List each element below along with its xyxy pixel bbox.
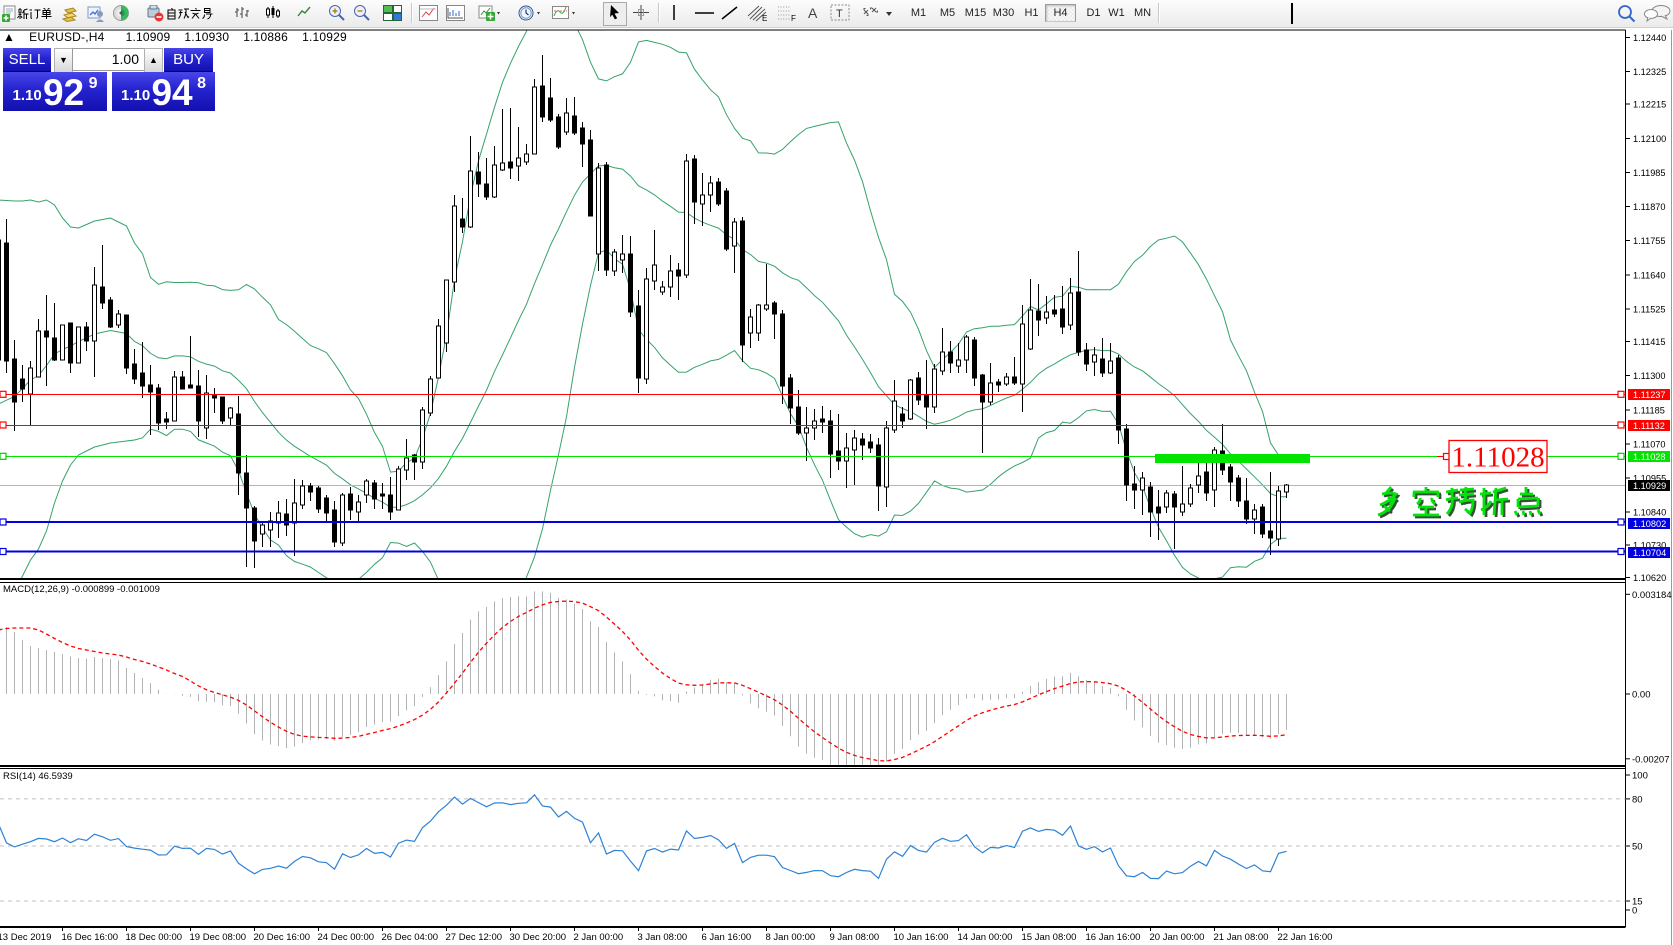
svg-text:1.11070: 1.11070	[1633, 439, 1666, 449]
svg-text:19 Dec 08:00: 19 Dec 08:00	[190, 932, 247, 943]
svg-text:1.11415: 1.11415	[1633, 337, 1666, 347]
svg-text:16 Dec 16:00: 16 Dec 16:00	[62, 932, 119, 943]
svg-text:1.10802: 1.10802	[1633, 519, 1666, 529]
svg-text:1.11985: 1.11985	[1633, 168, 1666, 178]
svg-text:1.11870: 1.11870	[1633, 202, 1666, 212]
svg-text:1.11755: 1.11755	[1633, 236, 1666, 246]
svg-text:13 Dec 2019: 13 Dec 2019	[0, 932, 51, 943]
svg-text:0.00: 0.00	[1632, 690, 1651, 701]
svg-text:16 Jan 16:00: 16 Jan 16:00	[1086, 932, 1141, 943]
svg-text:18 Dec 00:00: 18 Dec 00:00	[126, 932, 183, 943]
svg-text:1.12440: 1.12440	[1633, 33, 1666, 43]
svg-text:T: T	[836, 8, 843, 20]
svg-text:22 Jan 16:00: 22 Jan 16:00	[1278, 932, 1333, 943]
svg-text:10 Jan 16:00: 10 Jan 16:00	[894, 932, 949, 943]
svg-text:15: 15	[1632, 897, 1643, 908]
svg-text:1.10704: 1.10704	[1633, 548, 1666, 558]
svg-text:1.11028: 1.11028	[1451, 442, 1544, 474]
svg-text:20 Dec 16:00: 20 Dec 16:00	[254, 932, 311, 943]
svg-text:1.12100: 1.12100	[1633, 134, 1666, 144]
svg-text:21 Jan 08:00: 21 Jan 08:00	[1214, 932, 1269, 943]
svg-text:1.11237: 1.11237	[1633, 390, 1666, 400]
svg-text:1.10730: 1.10730	[1633, 540, 1666, 550]
svg-text:E: E	[762, 14, 767, 23]
svg-text:RSI(14) 46.5939: RSI(14) 46.5939	[3, 771, 73, 782]
svg-text:2 Jan 00:00: 2 Jan 00:00	[574, 932, 624, 943]
svg-text:26 Dec 04:00: 26 Dec 04:00	[382, 932, 439, 943]
svg-text:14 Jan 00:00: 14 Jan 00:00	[958, 932, 1013, 943]
svg-text:20 Jan 00:00: 20 Jan 00:00	[1150, 932, 1205, 943]
svg-text:MACD(12,26,9) -0.000899 -0.001: MACD(12,26,9) -0.000899 -0.001009	[3, 584, 160, 595]
svg-text:1.10840: 1.10840	[1633, 508, 1666, 518]
svg-text:27 Dec 12:00: 27 Dec 12:00	[446, 932, 503, 943]
svg-text:6 Jan 16:00: 6 Jan 16:00	[702, 932, 752, 943]
svg-text:1.11132: 1.11132	[1633, 421, 1665, 431]
svg-text:3 Jan 08:00: 3 Jan 08:00	[638, 932, 688, 943]
svg-text:1.11640: 1.11640	[1633, 270, 1666, 280]
svg-text:30 Dec 20:00: 30 Dec 20:00	[510, 932, 567, 943]
svg-text:8 Jan 00:00: 8 Jan 00:00	[766, 932, 816, 943]
svg-text:1.12325: 1.12325	[1633, 67, 1666, 77]
svg-text:9 Jan 08:00: 9 Jan 08:00	[830, 932, 880, 943]
svg-text:0: 0	[1632, 906, 1637, 917]
svg-text:1.11300: 1.11300	[1633, 371, 1666, 381]
svg-text:80: 80	[1632, 794, 1643, 805]
svg-text:1.10929: 1.10929	[1633, 481, 1666, 491]
svg-text:100: 100	[1632, 771, 1648, 782]
svg-text:1.10955: 1.10955	[1633, 474, 1666, 484]
svg-text:24 Dec 00:00: 24 Dec 00:00	[318, 932, 375, 943]
svg-text:-0.00207: -0.00207	[1632, 754, 1670, 765]
svg-text:F: F	[791, 14, 796, 23]
svg-text:1.10620: 1.10620	[1633, 573, 1666, 583]
svg-text:1.11028: 1.11028	[1633, 452, 1666, 462]
svg-text:0.003184: 0.003184	[1632, 590, 1672, 601]
svg-text:1.12215: 1.12215	[1633, 100, 1666, 110]
svg-text:50: 50	[1632, 842, 1643, 853]
svg-text:1.11185: 1.11185	[1633, 405, 1665, 415]
svg-text:1.11525: 1.11525	[1633, 304, 1666, 314]
svg-text:15 Jan 08:00: 15 Jan 08:00	[1022, 932, 1077, 943]
